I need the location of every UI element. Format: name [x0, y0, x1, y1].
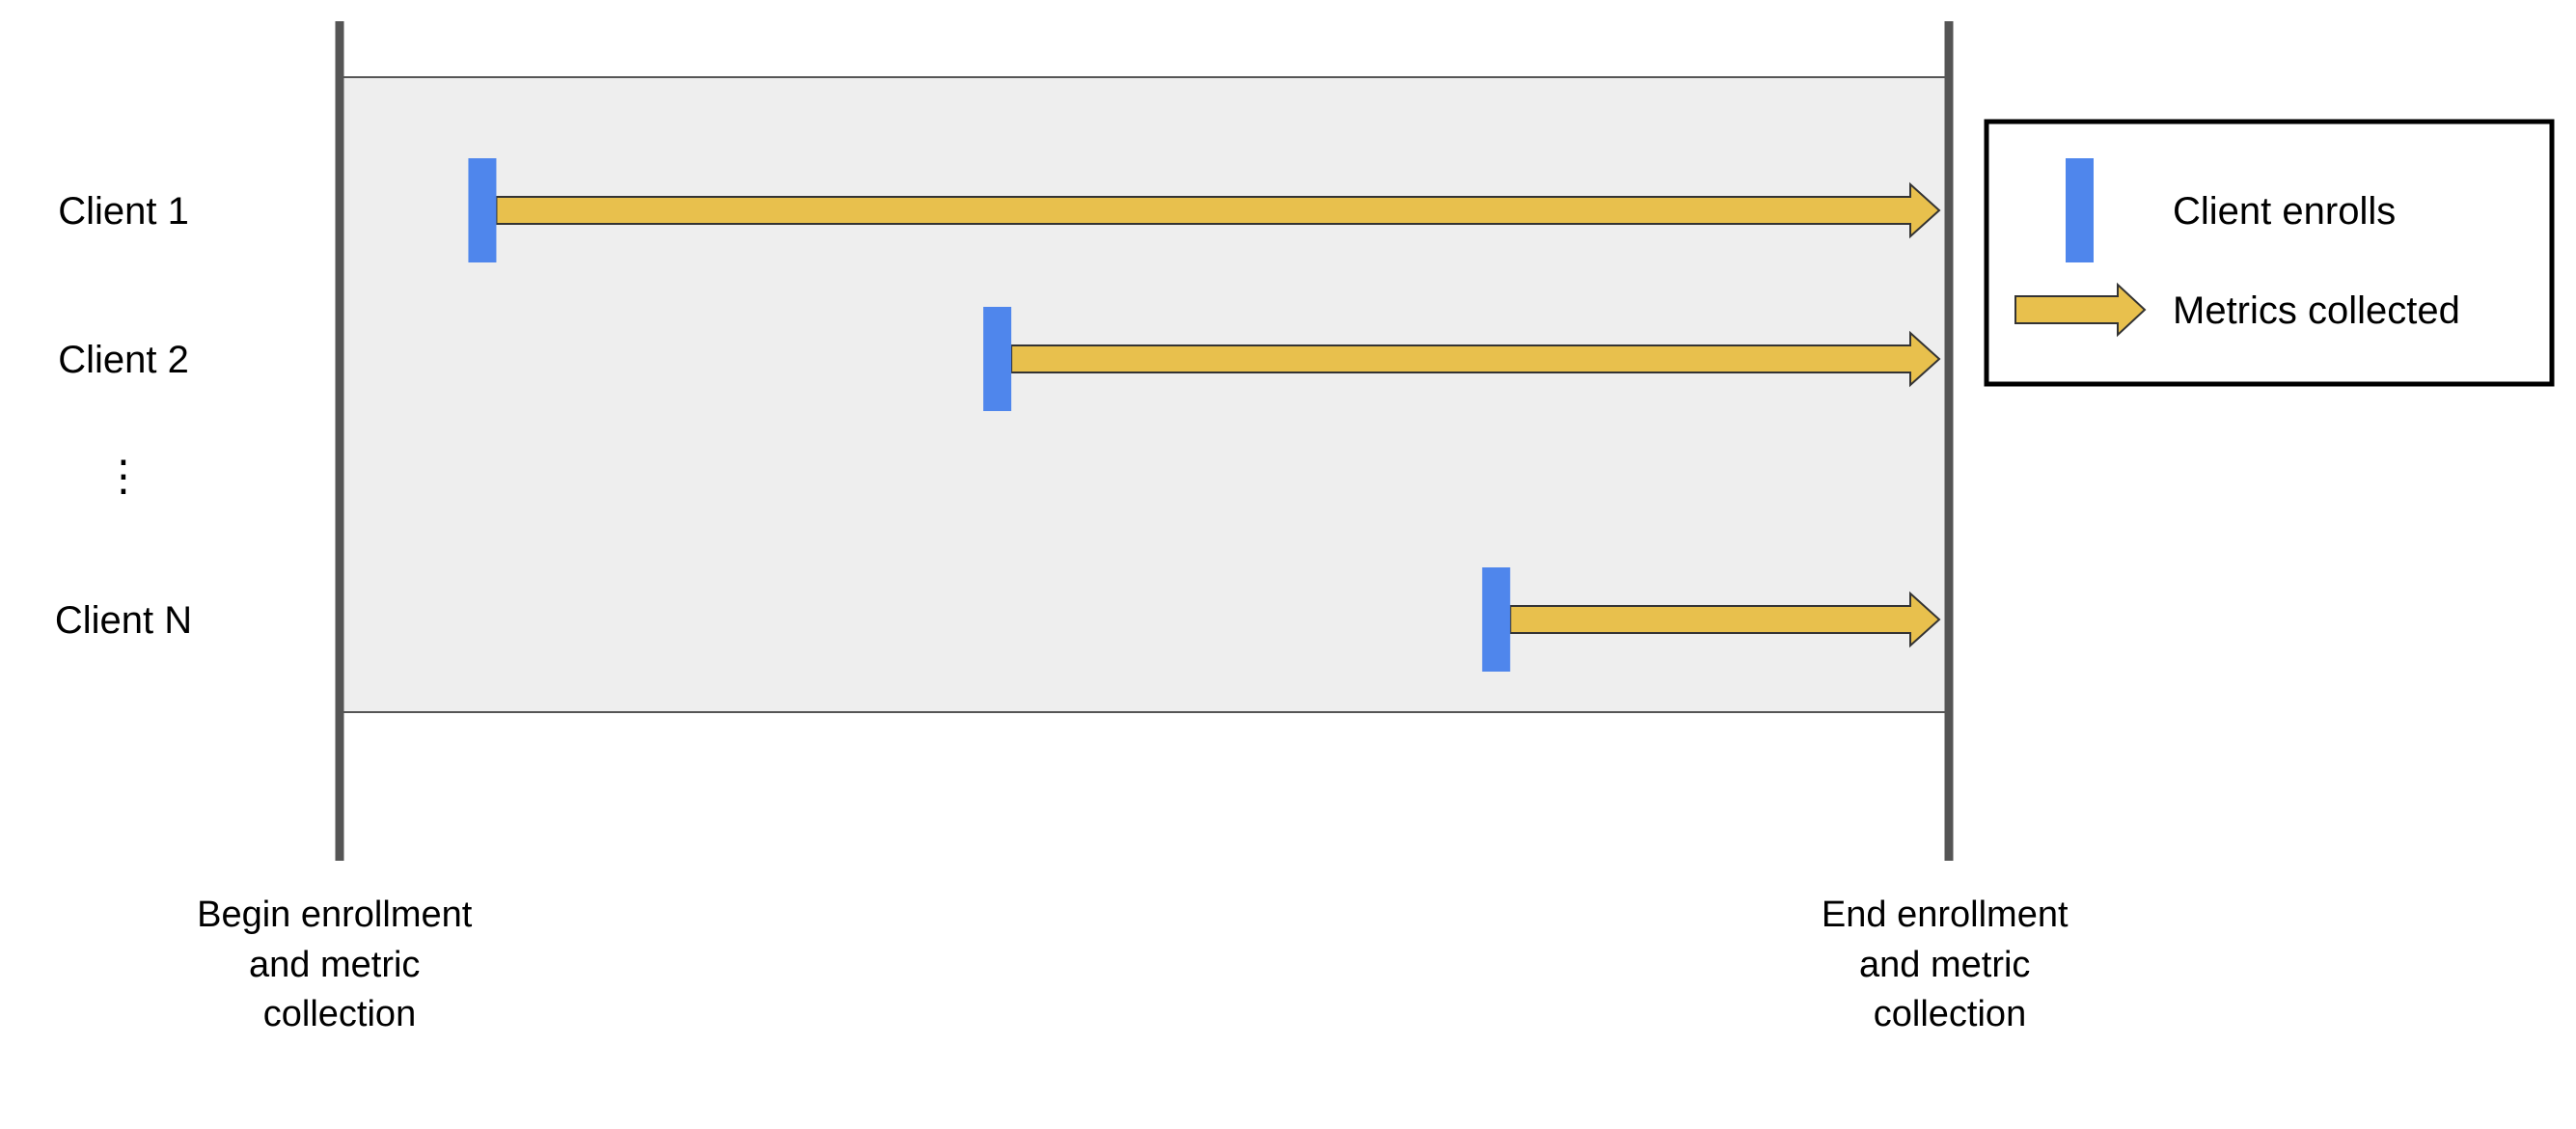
client-enroll-marker	[1482, 567, 1511, 672]
legend-metrics-label: Metrics collected	[2173, 289, 2460, 332]
end-caption-line-2: and metric	[1859, 945, 2030, 985]
client-label: Client 1	[58, 190, 189, 233]
end-caption-line-1: End enrollment	[1822, 895, 2069, 935]
client-enroll-marker	[983, 307, 1012, 411]
legend-enroll-marker-icon	[2066, 158, 2094, 262]
legend-enroll-label: Client enrolls	[2173, 190, 2396, 233]
begin-caption-line-3: collection	[263, 994, 416, 1034]
begin-caption-line-1: Begin enrollment	[197, 895, 473, 935]
legend-metrics-arrow-icon	[2014, 282, 2147, 338]
client-enroll-marker	[468, 158, 497, 262]
metrics-collected-arrow	[1010, 330, 1941, 388]
begin-caption-line-2: and metric	[249, 945, 420, 985]
metrics-collected-arrow	[1509, 591, 1941, 648]
metrics-collected-arrow	[495, 181, 1941, 239]
end-caption-line-3: collection	[1874, 994, 2026, 1034]
client-label: Client N	[55, 599, 192, 642]
client-label: Client 2	[58, 339, 189, 381]
begin-boundary-caption: Begin enrollment and metric collection	[197, 895, 482, 1034]
client-rows-ellipsis: ⋮	[102, 453, 145, 500]
client-rows: Client 1 Client 2 ⋮ Client N	[55, 158, 1941, 672]
end-boundary-caption: End enrollment and metric collection	[1822, 895, 2078, 1034]
legend: Client enrolls Metrics collected	[1984, 119, 2555, 387]
